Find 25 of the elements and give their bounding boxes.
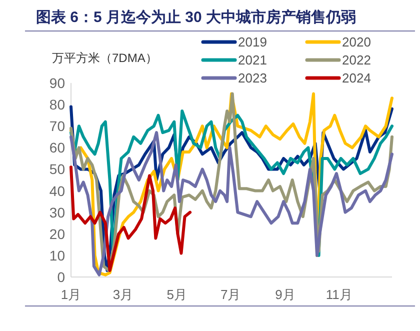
x-tick-label: 1月 [60, 287, 82, 302]
x-tick-label: 7月 [220, 287, 241, 302]
y-tick-label: 90 [49, 75, 66, 91]
y-tick-label: 20 [49, 226, 66, 242]
legend-label: 2021 [238, 52, 267, 68]
legend-label: 2019 [238, 34, 267, 50]
y-tick-label: 50 [49, 161, 66, 178]
chart-title: 图表 6：5 月迄今为止 30 大中城市房产销售仍弱 [36, 8, 356, 26]
legend-label: 2022 [342, 52, 371, 68]
x-tick-label: 11月 [326, 287, 352, 302]
line-series [70, 166, 192, 272]
y-tick-label: 0 [57, 269, 66, 285]
legend-label: 2024 [342, 70, 371, 86]
y-tick-label: 80 [49, 96, 66, 113]
y-axis-title: 万平方米（7DMA） [52, 51, 158, 65]
y-tick-label: 70 [49, 118, 66, 134]
y-tick-label: 30 [49, 204, 66, 220]
y-tick-label: 10 [49, 247, 66, 264]
x-tick-label: 5月 [166, 287, 187, 302]
y-tick-label: 40 [49, 182, 66, 199]
x-tick-label: 3月 [112, 287, 134, 302]
y-tick-label: 60 [49, 140, 66, 156]
legend-label: 2020 [342, 34, 371, 50]
x-tick-label: 9月 [275, 287, 296, 302]
legend-label: 2023 [238, 70, 267, 86]
